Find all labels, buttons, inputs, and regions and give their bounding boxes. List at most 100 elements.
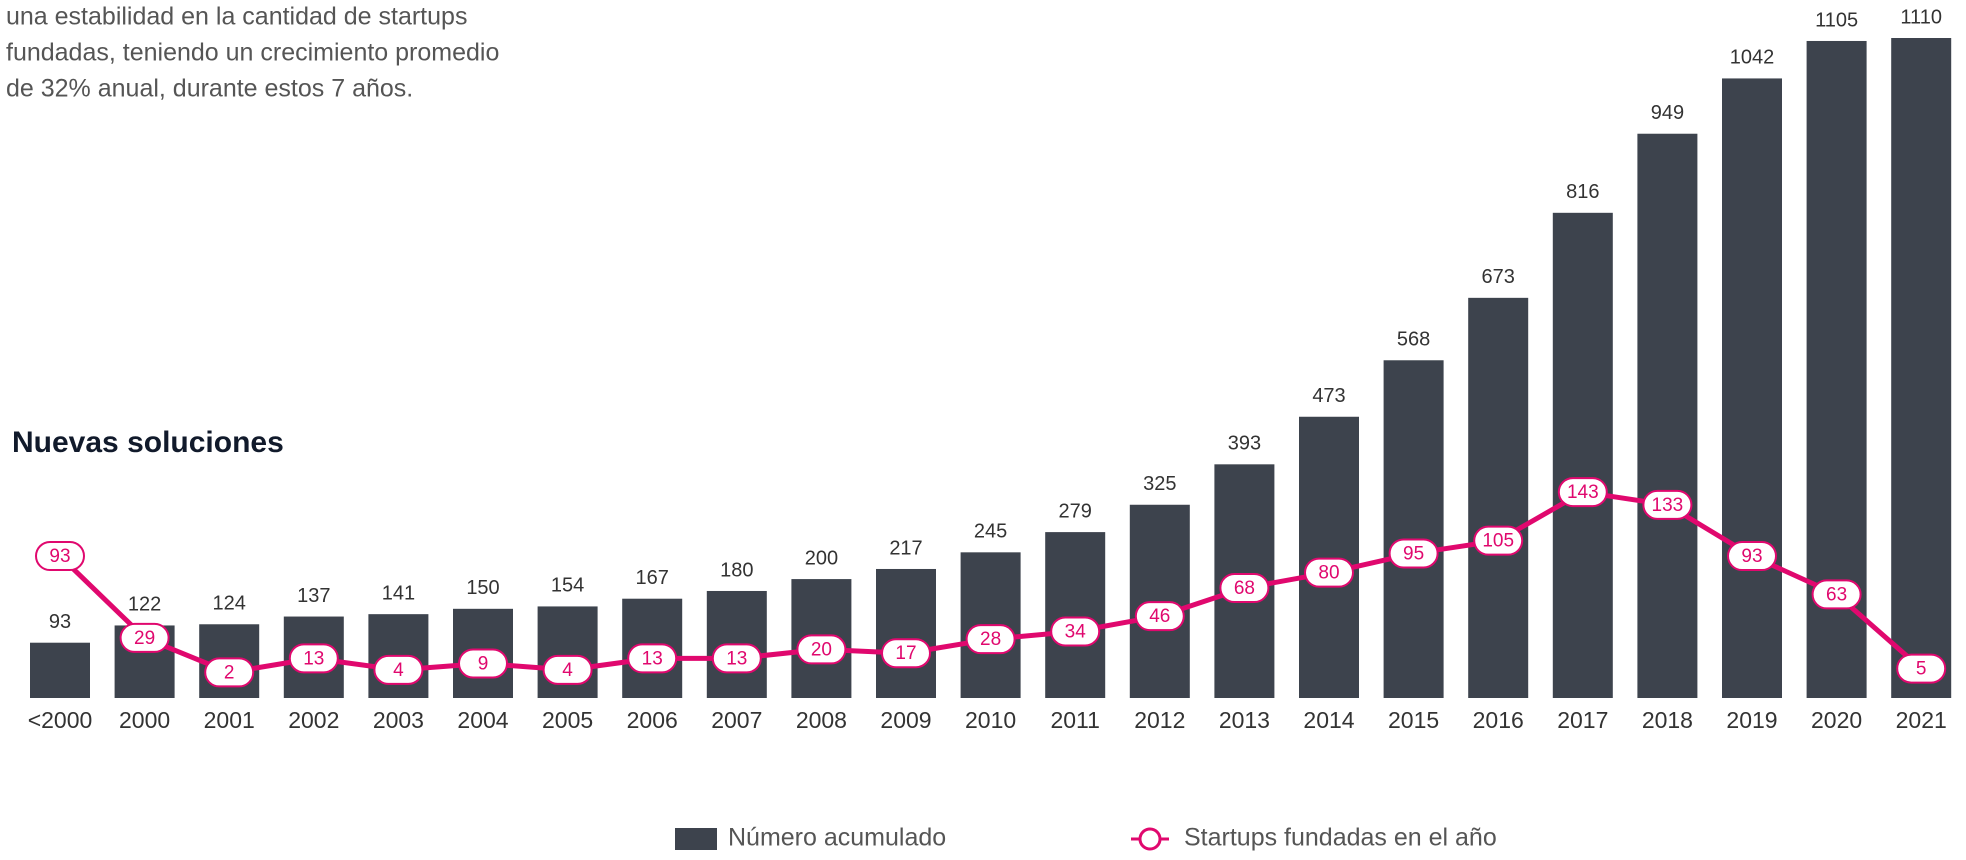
bar-value-label: 1105 — [1815, 9, 1858, 31]
heading: Nuevas soluciones — [12, 426, 284, 459]
x-tick-label: 2007 — [711, 707, 762, 733]
legend-label: Startups fundadas en el año — [1184, 824, 1497, 852]
point-value-label: 105 — [1482, 531, 1514, 552]
point-value-label: 63 — [1826, 584, 1847, 605]
bar-value-label: 949 — [1651, 102, 1684, 124]
x-tick-label: 2011 — [1050, 707, 1099, 733]
point-marker — [1134, 601, 1185, 632]
point-value-label: 17 — [895, 643, 916, 664]
point-marker — [1473, 525, 1524, 556]
bar-value-label: 180 — [720, 559, 753, 581]
point-marker — [796, 634, 847, 665]
bar — [876, 568, 936, 698]
bar-value-label: 167 — [636, 567, 669, 589]
x-tick-label: 2014 — [1303, 707, 1354, 733]
point-marker — [119, 622, 170, 653]
x-tick-label: 2019 — [1726, 707, 1777, 733]
bar — [1045, 532, 1106, 698]
bar-value-label: 245 — [974, 521, 1007, 543]
bar — [1299, 416, 1359, 698]
x-tick-label: 2015 — [1388, 707, 1439, 733]
point-value-label: 34 — [1065, 622, 1087, 643]
bar-value-label: 93 — [49, 611, 71, 633]
point-value-label: 29 — [134, 628, 155, 649]
bar-value-label: 124 — [213, 593, 246, 615]
x-tick-label: 2010 — [965, 707, 1016, 733]
x-tick-label: 2000 — [119, 707, 170, 733]
point-value-label: 143 — [1567, 482, 1599, 503]
point-value-label: 5 — [1916, 659, 1927, 680]
bar-value-label: 393 — [1228, 433, 1261, 455]
point-value-label: 4 — [393, 660, 404, 681]
bar-value-label: 141 — [382, 582, 415, 604]
point-value-label: 93 — [1741, 546, 1762, 567]
x-tick-label: 2008 — [796, 707, 847, 733]
bar-value-label: 150 — [466, 577, 499, 599]
x-tick-label: 2018 — [1642, 707, 1693, 733]
x-tick-label: 2003 — [373, 707, 424, 733]
x-tick-label: <2000 — [28, 707, 93, 733]
bar — [30, 642, 90, 698]
x-tick-label: 2001 — [204, 707, 255, 733]
x-tick-label: 2009 — [880, 707, 931, 733]
point-marker — [458, 648, 508, 679]
bar-value-label: 568 — [1397, 329, 1430, 351]
point-value-label: 133 — [1652, 495, 1684, 516]
x-tick-label: 2013 — [1219, 707, 1270, 733]
point-value-label: 20 — [811, 639, 832, 660]
bar — [1891, 38, 1952, 698]
x-tick-label: 2021 — [1896, 707, 1947, 733]
point-marker — [881, 638, 931, 669]
bar-value-label: 673 — [1482, 266, 1515, 288]
point-value-label: 80 — [1318, 563, 1339, 584]
legend-label: Número acumulado — [728, 824, 946, 852]
x-tick-label: 2004 — [457, 707, 508, 733]
x-tick-label: 2016 — [1473, 707, 1524, 733]
point-value-label: 2 — [224, 662, 235, 683]
bar — [1468, 297, 1529, 698]
legend-swatch — [675, 828, 717, 850]
bar-value-label: 137 — [297, 585, 330, 607]
point-marker — [1811, 579, 1862, 610]
bar-value-label: 325 — [1143, 473, 1176, 495]
point-marker — [373, 654, 424, 685]
bar-value-label: 473 — [1312, 385, 1345, 407]
bar-value-label: 200 — [805, 547, 838, 569]
bar-value-label: 122 — [128, 594, 161, 616]
bar-value-label: 1042 — [1730, 47, 1775, 69]
point-marker — [1896, 653, 1947, 684]
bar — [1722, 78, 1782, 698]
x-tick-label: 2006 — [627, 707, 678, 733]
point-value-label: 13 — [642, 648, 663, 669]
legend-swatch — [1138, 827, 1162, 851]
x-tick-label: 2012 — [1134, 707, 1185, 733]
point-value-label: 93 — [49, 546, 70, 567]
point-marker — [1050, 616, 1101, 647]
point-value-label: 4 — [562, 660, 573, 681]
point-marker — [627, 643, 678, 674]
point-value-label: 68 — [1234, 578, 1255, 599]
x-tick-label: 2005 — [542, 707, 593, 733]
intro-line: una estabilidad en la cantidad de startu… — [6, 3, 467, 31]
point-value-label: 9 — [478, 653, 489, 674]
point-marker — [1388, 538, 1439, 569]
bar-value-label: 816 — [1566, 181, 1599, 203]
bar — [1383, 360, 1444, 698]
point-value-label: 46 — [1149, 606, 1170, 627]
intro-line: de 32% anual, durante estos 7 años. — [6, 75, 413, 103]
point-marker — [542, 654, 593, 685]
point-marker — [1304, 557, 1354, 588]
point-marker — [1642, 489, 1693, 520]
point-marker — [1727, 541, 1777, 572]
point-value-label: 28 — [980, 629, 1001, 650]
point-marker — [204, 657, 255, 688]
bar-value-label: 154 — [551, 575, 584, 597]
x-tick-label: 2020 — [1811, 707, 1862, 733]
bar — [1552, 212, 1613, 699]
point-marker — [1219, 573, 1270, 603]
point-value-label: 13 — [726, 648, 747, 669]
intro-line: fundadas, teniendo un crecimiento promed… — [6, 39, 499, 67]
bar — [1637, 133, 1698, 698]
